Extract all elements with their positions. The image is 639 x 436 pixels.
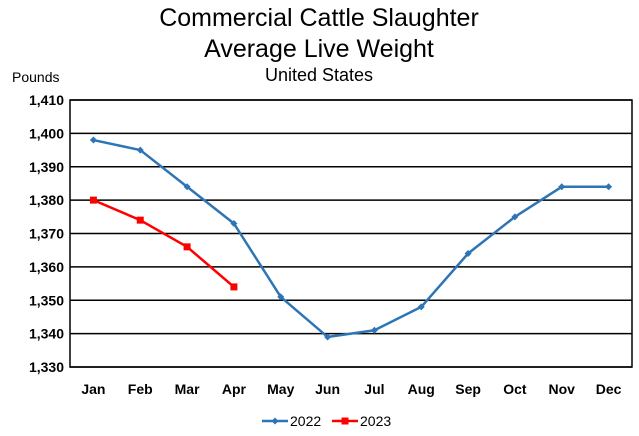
chart-title: Commercial Cattle Slaughter <box>159 4 479 32</box>
chart-subtitle2: United States <box>265 65 373 85</box>
data-point-2022 <box>183 183 191 191</box>
y-tick-label: 1,400 <box>29 125 64 141</box>
data-point-2022 <box>464 250 472 258</box>
data-point-2023 <box>183 243 191 251</box>
legend-label-2022: 2022 <box>290 413 321 429</box>
y-axis-label: Pounds <box>12 69 59 85</box>
y-tick-label: 1,390 <box>29 159 64 175</box>
x-tick-label: Mar <box>175 381 200 397</box>
y-tick-label: 1,360 <box>29 259 64 275</box>
x-tick-label: Dec <box>596 381 622 397</box>
data-point-2022 <box>370 326 378 334</box>
data-point-2022 <box>136 146 144 154</box>
y-tick-label: 1,330 <box>29 359 64 375</box>
y-tick-label: 1,340 <box>29 326 64 342</box>
y-tick-label: 1,370 <box>29 226 64 242</box>
data-point-2023 <box>136 216 144 224</box>
series-line-2023 <box>92 198 235 288</box>
data-point-2022 <box>417 303 425 311</box>
y-axis-ticks: 1,330 1,340 1,350 1,360 1,370 1,380 1,390 1,400… <box>29 92 64 375</box>
x-tick-label: Jul <box>364 381 384 397</box>
data-point-2022 <box>511 213 519 221</box>
gridlines <box>69 99 633 368</box>
data-point-2023 <box>230 283 238 291</box>
x-tick-label: Oct <box>503 381 527 397</box>
y-tick-label: 1,380 <box>29 192 64 208</box>
legend-marker-2022 <box>271 417 279 425</box>
x-tick-label: Jan <box>81 381 105 397</box>
y-tick-label: 1,410 <box>29 92 64 108</box>
legend-label-2023: 2023 <box>360 413 391 429</box>
series-line-2022 <box>93 138 609 339</box>
legend: 2022 2023 <box>262 413 391 429</box>
data-point-2022 <box>277 293 285 301</box>
series-group <box>89 136 613 341</box>
data-point-2022 <box>230 219 238 227</box>
chart-subtitle: Average Live Weight <box>204 35 434 63</box>
x-tick-label: Apr <box>222 381 247 397</box>
data-point-2022 <box>89 136 97 144</box>
x-tick-label: Sep <box>455 381 481 397</box>
x-tick-label: Jun <box>315 381 340 397</box>
legend-marker-2023 <box>341 417 349 425</box>
data-point-2023 <box>89 196 97 204</box>
x-tick-label: May <box>267 381 294 397</box>
x-tick-label: Nov <box>549 381 576 397</box>
x-axis-ticks: Jan Feb Mar Apr May Jun Jul Aug Sep Oct Nov Dec <box>81 381 621 397</box>
data-point-2022 <box>324 333 332 341</box>
x-tick-label: Feb <box>128 381 153 397</box>
data-point-2022 <box>558 183 566 191</box>
data-point-2022 <box>605 183 613 191</box>
x-tick-label: Aug <box>408 381 435 397</box>
y-tick-label: 1,350 <box>29 292 64 308</box>
